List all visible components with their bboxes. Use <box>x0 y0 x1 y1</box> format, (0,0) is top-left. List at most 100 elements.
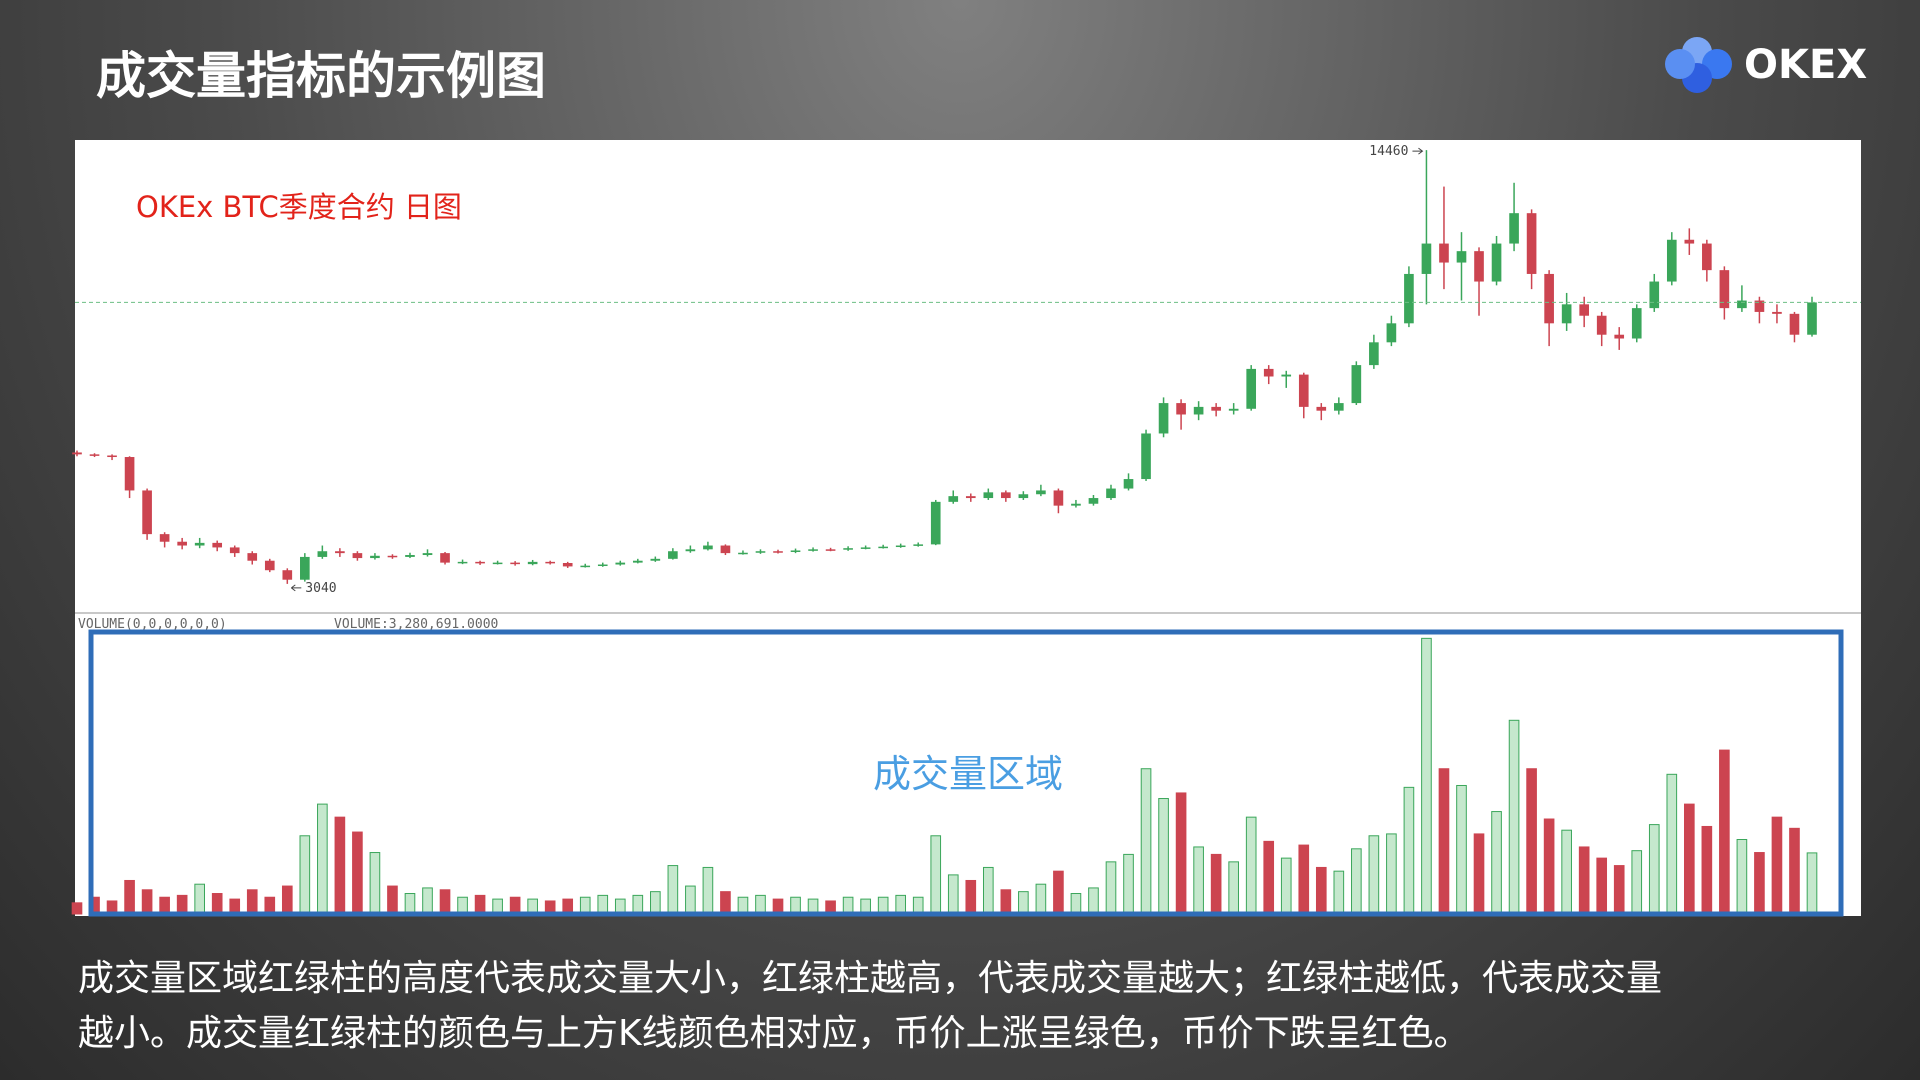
candle-body <box>142 490 152 535</box>
volume-bar <box>1228 861 1239 915</box>
candle-body <box>422 553 433 556</box>
candle-body <box>317 551 328 557</box>
volume-bar <box>667 865 679 915</box>
candle-body <box>1263 368 1274 377</box>
volume-bar <box>1123 853 1134 915</box>
annotation: 成交量区域 <box>873 752 1063 796</box>
volume-bar <box>1351 848 1362 915</box>
volume-bar <box>246 889 258 915</box>
volume-bar <box>1473 833 1485 915</box>
candle-body <box>597 564 608 567</box>
candle-body <box>1158 403 1169 434</box>
candle-body <box>738 552 748 555</box>
candle-body <box>1018 494 1029 499</box>
volume-bar <box>1491 811 1502 915</box>
candle-body <box>1386 323 1397 343</box>
volume-bar <box>1105 861 1117 915</box>
volume-bar <box>790 896 801 915</box>
candle-body <box>1789 313 1800 335</box>
volume-bar <box>369 852 381 915</box>
candle-body <box>1544 273 1554 324</box>
volume-bar <box>1421 637 1432 915</box>
candle-body <box>808 549 818 551</box>
volume-bar <box>632 894 644 915</box>
volume-bar <box>124 879 135 915</box>
candle-body <box>1211 406 1221 411</box>
candle-body <box>1176 403 1186 415</box>
volume-bar <box>947 874 959 915</box>
candle-body <box>300 556 310 580</box>
candle-body <box>370 555 380 559</box>
candle-body <box>1439 243 1449 263</box>
candle-body <box>1036 490 1046 495</box>
candle-body <box>282 570 293 580</box>
volume-bar <box>1210 853 1222 915</box>
candle-body <box>457 561 468 564</box>
candle-body <box>1649 281 1660 309</box>
volume-bar <box>1806 852 1818 915</box>
volume-bar <box>1736 839 1748 915</box>
min-label: 3040 <box>305 581 336 596</box>
volume-bar <box>1789 827 1800 915</box>
volume-bar <box>1403 786 1415 915</box>
candle-body <box>1684 239 1695 244</box>
candle-body <box>703 545 713 550</box>
volume-bar <box>1175 792 1187 915</box>
volume-bar <box>877 896 889 915</box>
volume-bar <box>1701 825 1713 915</box>
candle-body <box>632 560 643 563</box>
candle-body <box>843 548 853 550</box>
volume-bar <box>1771 816 1783 915</box>
volume-bar <box>1035 883 1047 915</box>
candle-body <box>387 555 398 558</box>
candle-body <box>1088 498 1099 504</box>
candle-body <box>1526 213 1537 274</box>
candle-body <box>615 562 626 565</box>
candle-body <box>1141 433 1151 480</box>
candle-body <box>1246 368 1257 409</box>
candle-body <box>335 551 345 554</box>
candle-body <box>89 454 100 456</box>
candle-body <box>194 542 205 546</box>
volume-bar <box>194 883 205 915</box>
volume-bar <box>1456 784 1467 915</box>
candle-body <box>1737 300 1747 309</box>
candle-body <box>1456 251 1467 263</box>
volume-bar <box>1298 844 1310 915</box>
volume-bar <box>702 866 714 915</box>
volume-bar <box>1193 846 1204 915</box>
volume-bar <box>1754 852 1765 915</box>
candle-body <box>1421 243 1432 274</box>
volume-bar <box>1368 835 1380 915</box>
candle-body <box>510 562 520 565</box>
logo-dot <box>1665 49 1695 79</box>
volume-bar <box>1000 889 1012 915</box>
candle-body <box>159 534 170 542</box>
volume-bar <box>281 885 293 915</box>
volume-bar <box>1719 749 1730 915</box>
candle-body <box>1631 308 1642 339</box>
min-arrow <box>291 584 302 592</box>
volume-bar <box>1053 870 1064 915</box>
candle-body <box>1071 503 1081 506</box>
volume-bar <box>299 835 311 915</box>
candle-body <box>755 551 766 553</box>
candle-body <box>685 549 696 552</box>
candle-body <box>352 553 363 559</box>
candle-body <box>124 457 135 491</box>
candle-body <box>247 553 258 561</box>
candle-body <box>264 560 275 571</box>
volume-bar <box>1508 719 1520 915</box>
candle-body <box>1404 273 1414 324</box>
candle-body <box>177 541 187 546</box>
volume-bar <box>965 879 977 915</box>
volume-bar <box>141 889 153 915</box>
volume-bar <box>1333 870 1345 915</box>
candle-body <box>1106 488 1116 499</box>
candle-body <box>107 455 117 458</box>
volume-bar <box>1613 865 1625 915</box>
volume-bar <box>1245 816 1257 915</box>
volume-bar <box>912 896 924 915</box>
candle-body <box>913 544 924 546</box>
